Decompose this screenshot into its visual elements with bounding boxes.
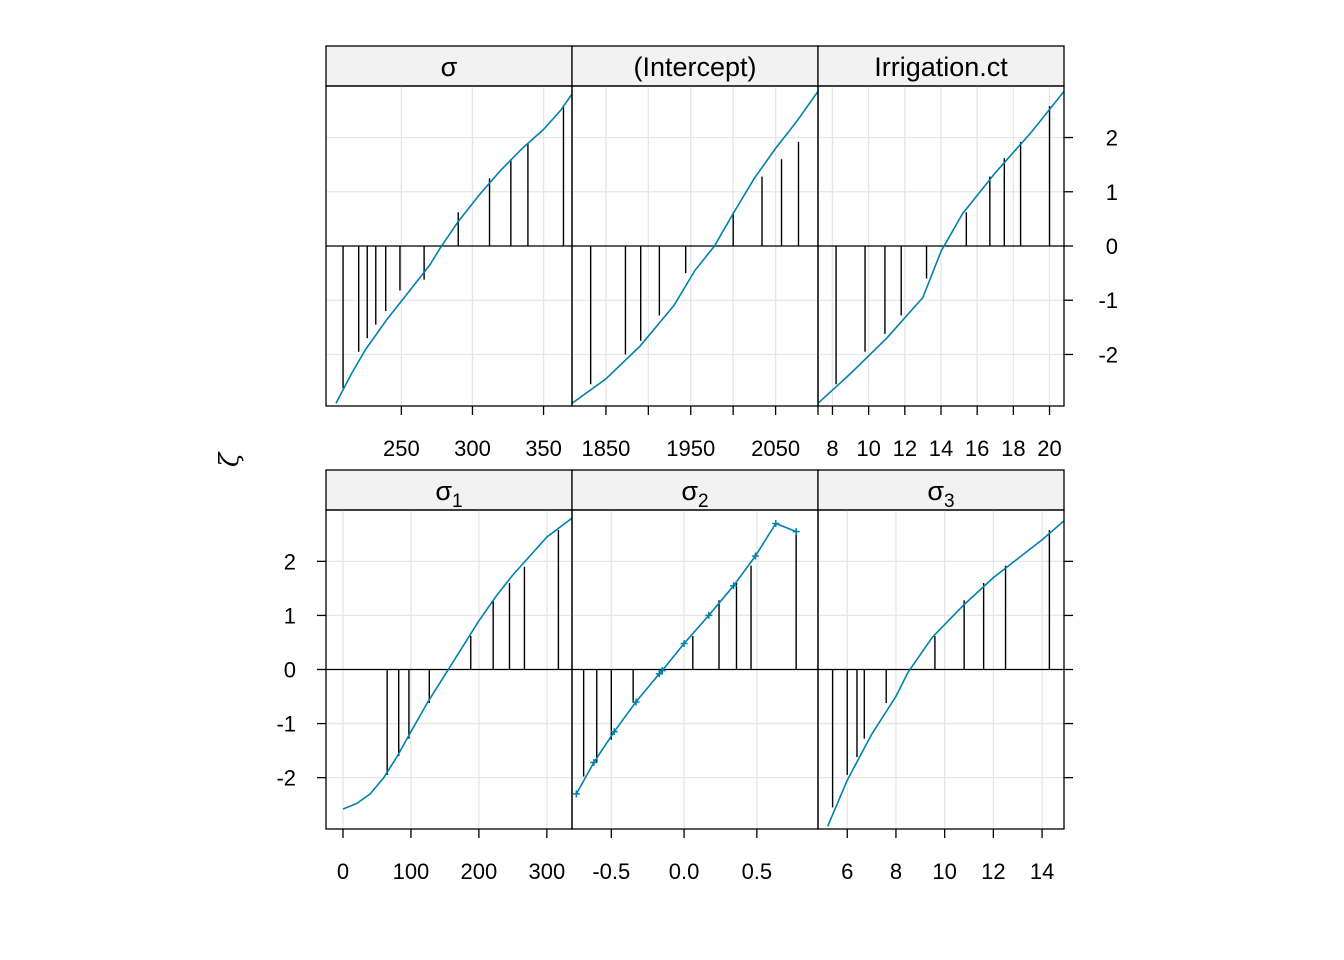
x-tick-label: 350 (525, 436, 562, 461)
x-tick-label: 20 (1037, 436, 1061, 461)
x-tick-label: 2050 (751, 436, 800, 461)
profile-curve (572, 90, 818, 404)
panel-1: σ 250 300 350 (325, 45, 573, 461)
strip-header (571, 45, 819, 87)
profile-curve (335, 93, 572, 404)
spike-group (386, 530, 560, 775)
y-tick-label: 1 (284, 603, 296, 628)
x-tick-label: 0.5 (742, 859, 773, 884)
x-tick-label: -0.5 (592, 859, 630, 884)
strip-header (571, 469, 819, 511)
spike-group (831, 530, 1051, 808)
strip-label-subscript: 2 (698, 491, 709, 512)
profile-curve (826, 520, 1064, 827)
spike-group (342, 106, 565, 389)
strip-header (325, 45, 573, 87)
x-tick-label: 14 (1030, 859, 1054, 884)
x-tick-label: 0 (337, 859, 349, 884)
point-marker (772, 520, 780, 528)
point-marker (632, 698, 640, 706)
profile-curve (818, 90, 1064, 404)
y-tick-label: -1 (276, 712, 296, 737)
x-tick-label: 100 (393, 859, 430, 884)
x-tick-label: 1950 (666, 436, 715, 461)
strip-label: (Intercept) (633, 52, 756, 82)
x-tick-label: 6 (841, 859, 853, 884)
strip-label-main: σ (681, 476, 698, 506)
panel-6: σ3 6 8 10 12 14 (817, 469, 1073, 884)
strip-label-main: σ (441, 52, 458, 82)
strip-label-subscript: 3 (944, 491, 955, 512)
y-tick-label: 0 (284, 658, 296, 683)
point-marker (730, 582, 738, 590)
x-tick-label: 8 (890, 859, 902, 884)
strip-label: σ1 (435, 476, 462, 512)
strip-label-subscript: 1 (452, 491, 463, 512)
x-tick-label: 10 (856, 436, 880, 461)
x-tick-label: 14 (929, 436, 953, 461)
x-tick-label: 0.0 (669, 859, 700, 884)
y-axis-label: ζ (215, 451, 245, 467)
spike-group (589, 141, 800, 385)
point-marker (751, 552, 759, 560)
strip-label: Irrigation.ct (874, 52, 1008, 82)
point-marker (590, 758, 598, 766)
panel-5: σ2 -0.5 0.0 0.5 (571, 469, 819, 884)
point-marker (680, 640, 688, 648)
y-tick-label: 1 (1106, 180, 1118, 205)
y-tick-label: -1 (1098, 288, 1118, 313)
x-tick-label: 12 (981, 859, 1005, 884)
strip-header (817, 469, 1065, 511)
spike-group (582, 530, 797, 777)
y-tick-label: -2 (276, 766, 296, 791)
strip-label-main: σ (927, 476, 944, 506)
x-tick-label: 250 (383, 436, 420, 461)
strip-label-main: (Intercept) (633, 52, 756, 82)
strip-header (817, 45, 1065, 87)
x-tick-label: 200 (461, 859, 498, 884)
point-marker (705, 611, 713, 619)
x-tick-label: 12 (893, 436, 917, 461)
point-marker (658, 667, 666, 675)
spike-group (835, 106, 1051, 385)
x-tick-label: 300 (454, 436, 491, 461)
y-tick-label: 2 (284, 549, 296, 574)
point-marker (792, 528, 800, 536)
x-tick-label: 8 (826, 436, 838, 461)
y-tick-label: 2 (1106, 126, 1118, 151)
x-tick-label: 1850 (581, 436, 630, 461)
x-tick-label: 16 (965, 436, 989, 461)
y-tick-label: -2 (1098, 342, 1118, 367)
strip-header (325, 469, 573, 511)
x-tick-label: 300 (528, 859, 565, 884)
panel-2: (Intercept) 1850 1950 2050 (571, 45, 819, 461)
y-tick-label: 0 (1106, 234, 1118, 259)
strip-label: σ (441, 52, 458, 82)
point-marker (610, 728, 618, 736)
strip-label-main: Irrigation.ct (874, 52, 1008, 82)
strip-label: σ2 (681, 476, 708, 512)
x-tick-label: 10 (932, 859, 956, 884)
x-tick-label: 18 (1001, 436, 1025, 461)
profile-curve (342, 517, 572, 810)
strip-label: σ3 (927, 476, 954, 512)
point-marker (572, 790, 580, 798)
strip-label-main: σ (435, 476, 452, 506)
profile-curve (575, 522, 797, 795)
